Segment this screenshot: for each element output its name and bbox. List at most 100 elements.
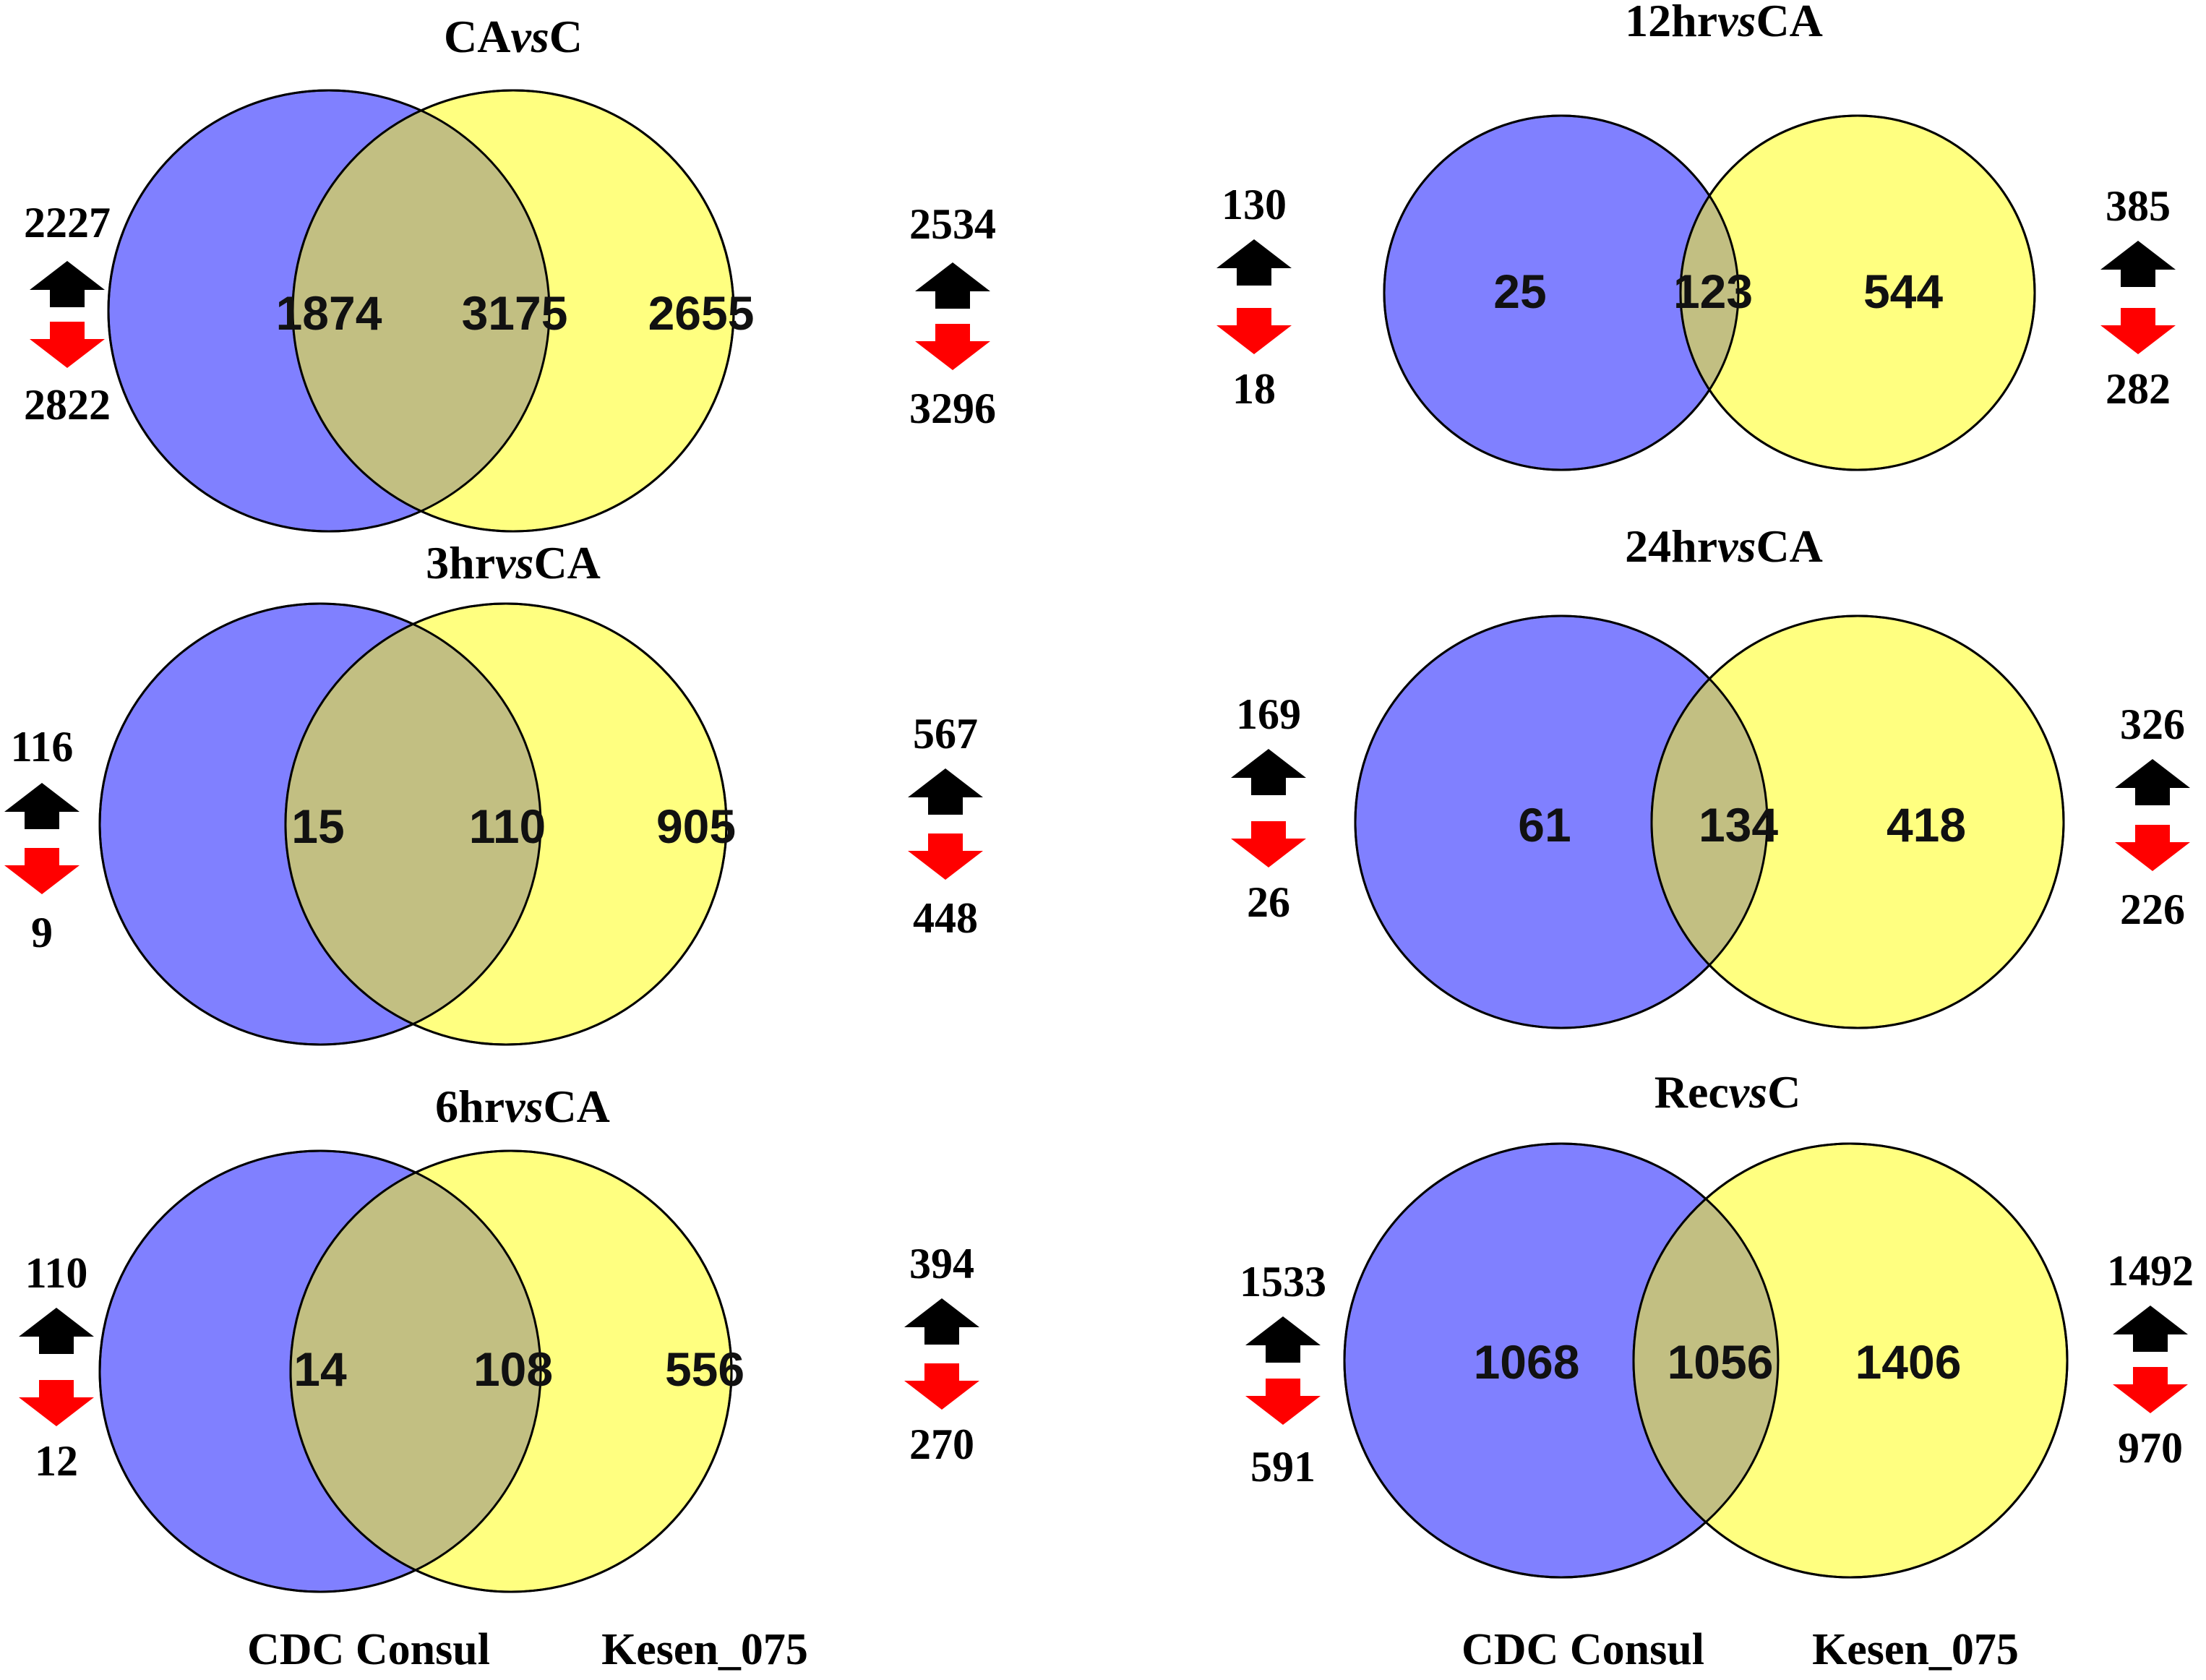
panel-title: RecvsC xyxy=(1654,1066,1801,1118)
left-only-count: 15 xyxy=(291,800,344,853)
right-only-count: 556 xyxy=(665,1342,744,1396)
right-up-count: 1492 xyxy=(2107,1247,2194,1295)
left-only-count: 1068 xyxy=(1474,1335,1580,1389)
panel-title-prefix: 12hr xyxy=(1625,0,1717,46)
right-up-count: 2534 xyxy=(909,200,996,248)
venn-panel-6: RecvsC 1068 1056 1406 1533 591 1492 970 xyxy=(1240,1066,2194,1579)
overlap-region xyxy=(286,604,541,1045)
left-up-count: 169 xyxy=(1236,690,1301,738)
panel-title-vs: vs xyxy=(1729,1066,1767,1118)
down-arrow-icon xyxy=(30,322,105,368)
right-down-count: 3296 xyxy=(909,385,996,432)
panel-title-vs: vs xyxy=(510,11,549,62)
left-down-count: 12 xyxy=(35,1437,78,1485)
up-arrow-icon xyxy=(1245,1316,1321,1363)
up-arrow-icon xyxy=(2100,241,2176,287)
set-a-outline xyxy=(98,1149,542,1593)
down-arrow-icon xyxy=(915,324,990,370)
panel-title: CAvsC xyxy=(444,11,583,62)
up-arrow-icon xyxy=(915,262,990,309)
panel-title-prefix: 3hr xyxy=(426,537,495,588)
overlap-count: 108 xyxy=(473,1342,553,1396)
left-down-count: 26 xyxy=(1247,878,1290,926)
up-arrow-icon xyxy=(904,1298,979,1345)
panel-title-prefix: 24hr xyxy=(1625,520,1717,572)
left-down-count: 591 xyxy=(1250,1443,1316,1491)
right-down-count: 270 xyxy=(909,1420,974,1468)
down-arrow-icon xyxy=(1216,308,1292,354)
set-b-outline xyxy=(289,1149,733,1593)
left-up-count: 1533 xyxy=(1240,1258,1326,1306)
up-arrow-icon xyxy=(908,768,983,815)
up-arrow-icon xyxy=(1231,749,1306,795)
left-only-count: 25 xyxy=(1493,265,1546,318)
down-arrow-icon xyxy=(1231,821,1306,867)
up-arrow-icon xyxy=(2115,759,2190,805)
left-only-count: 61 xyxy=(1518,798,1571,852)
overlap-count: 134 xyxy=(1699,798,1778,852)
overlap-region xyxy=(291,1151,541,1592)
left-up-count: 130 xyxy=(1222,181,1287,228)
venn-panel-2: 12hrvsCA 25 123 544 130 18 385 282 xyxy=(1216,0,2176,471)
left-down-count: 18 xyxy=(1232,365,1276,413)
set-a-outline xyxy=(1343,1142,1780,1579)
overlap-region xyxy=(293,90,549,531)
down-arrow-icon xyxy=(1245,1379,1321,1425)
down-arrow-icon xyxy=(19,1380,94,1426)
left-up-count: 2227 xyxy=(24,199,111,247)
panel-title-suffix: C xyxy=(1767,1066,1801,1118)
right-up-count: 326 xyxy=(2120,700,2185,748)
set-a-outline xyxy=(1354,614,1769,1029)
panel-title-vs: vs xyxy=(1717,0,1756,46)
down-arrow-icon xyxy=(4,848,80,894)
panel-title-suffix: CA xyxy=(543,1081,609,1132)
left-only-count: 1874 xyxy=(276,286,382,340)
legend-right-label-col1: Kesen_075 xyxy=(601,1625,808,1674)
panel-title-suffix: CA xyxy=(1756,520,1822,572)
right-only-count: 544 xyxy=(1863,265,1943,318)
right-up-count: 394 xyxy=(909,1240,974,1287)
panel-title: 12hrvsCA xyxy=(1625,0,1823,46)
set-b-outline xyxy=(1632,1142,2069,1579)
left-only-count: 14 xyxy=(293,1342,347,1396)
right-up-count: 385 xyxy=(2106,182,2171,230)
up-arrow-icon xyxy=(2113,1306,2188,1352)
overlap-count: 110 xyxy=(469,800,546,853)
down-arrow-icon xyxy=(2115,825,2190,871)
overlap-count: 1056 xyxy=(1668,1335,1774,1389)
set-b-outline xyxy=(291,89,735,533)
right-down-count: 970 xyxy=(2118,1424,2183,1472)
up-arrow-icon xyxy=(1216,239,1292,286)
up-arrow-icon xyxy=(30,261,105,307)
right-only-count: 418 xyxy=(1887,798,1966,852)
venn-panel-5: 6hrvsCA 14 108 556 110 12 394 270 xyxy=(19,1081,979,1593)
panel-title: 3hrvsCA xyxy=(426,537,601,588)
up-arrow-icon xyxy=(19,1308,94,1354)
legend: CDC Consul Kesen_075 CDC Consul Kesen_07… xyxy=(247,1625,2019,1674)
right-only-count: 1406 xyxy=(1855,1335,1962,1389)
set-b-outline xyxy=(1650,614,2065,1029)
venn-panel-3: 3hrvsCA 15 110 905 116 9 567 448 xyxy=(4,537,983,1046)
legend-right-label-col2: Kesen_075 xyxy=(1812,1625,2019,1674)
up-arrow-icon xyxy=(4,783,80,829)
set-a-outline xyxy=(98,602,542,1046)
panel-title-vs: vs xyxy=(1717,520,1756,572)
down-arrow-icon xyxy=(2100,308,2176,354)
set-b-outline xyxy=(1679,114,2036,471)
overlap-count: 3175 xyxy=(462,286,568,340)
panel-title: 6hrvsCA xyxy=(435,1081,610,1132)
venn-panel-1: CAvsC 1874 3175 2655 2227 2822 2534 3296 xyxy=(24,11,996,533)
panel-title-suffix: C xyxy=(549,11,583,62)
panel-title-suffix: CA xyxy=(1756,0,1822,46)
set-b-outline xyxy=(284,602,728,1046)
panel-title: 24hrvsCA xyxy=(1625,520,1823,572)
panel-title-vs: vs xyxy=(505,1081,543,1132)
panel-title-prefix: CA xyxy=(444,11,510,62)
left-down-count: 9 xyxy=(31,909,53,956)
legend-left-label-col2: CDC Consul xyxy=(1462,1625,1704,1674)
down-arrow-icon xyxy=(904,1363,979,1410)
left-up-count: 116 xyxy=(11,723,74,771)
left-up-count: 110 xyxy=(25,1249,88,1297)
set-a-outline xyxy=(107,89,551,533)
